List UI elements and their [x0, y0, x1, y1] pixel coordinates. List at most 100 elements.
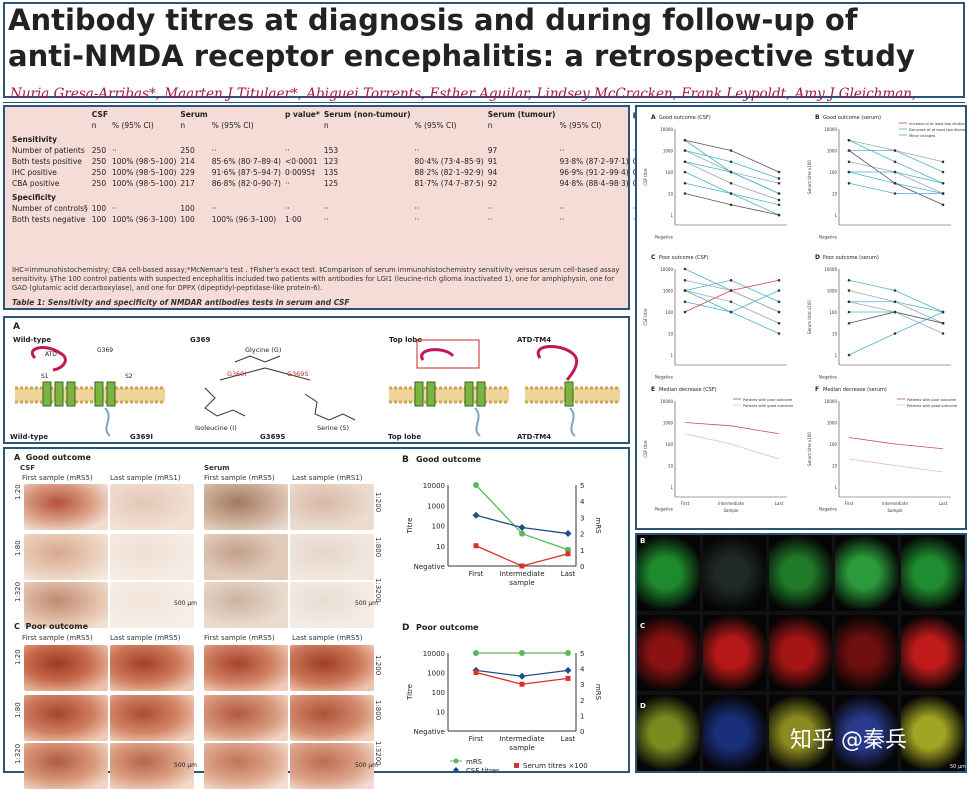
x-tick-label: First [469, 735, 484, 743]
data-point [564, 530, 572, 538]
chart-poor-outcome: D Poor outcome 10000 1000 100 10 Negative 0 1 2 3 4… [402, 623, 602, 771]
right-x-label: Sample [888, 508, 904, 513]
y2-tick-label: 1 [580, 547, 584, 555]
right-data-point [847, 160, 851, 164]
right-data-point [777, 198, 781, 202]
right-panel-title: Median decrease (CSF) [659, 387, 717, 393]
receptor-diagram: A Wild-type G369 Top lobe ATD-TM4 ATD G3… [13, 322, 620, 437]
row-label-poor-serum-2: 1:800 [374, 700, 382, 721]
row-label-csf-3: 1:320 [14, 581, 22, 602]
table-cell: 88·2% (82·1–92·9) [414, 168, 484, 177]
histology-image [204, 582, 288, 628]
y2-tick-label: 4 [580, 498, 585, 506]
right-series-line [684, 139, 780, 173]
right-y-label: Serum titre x100 [807, 432, 812, 466]
table-cell: CSF [91, 110, 108, 119]
title-line-1: Antibody titres at diagnosis and during … [8, 3, 858, 37]
data-point [565, 650, 571, 656]
right-data-point [777, 177, 781, 180]
y2-tick-label: 0 [580, 563, 584, 571]
table-cell: ·· [487, 204, 493, 213]
x-axis-label: sample [509, 744, 534, 752]
histo-good-csf-col2: Last sample (mRS1) [110, 474, 181, 482]
scale-bar-good-csf: 500 µm [174, 600, 198, 607]
right-data-point [777, 192, 781, 195]
label-s1: S1 [41, 373, 49, 380]
right-data-point [777, 332, 781, 335]
table-cell: 100 [180, 204, 195, 213]
table-section-row: Sensitivity [10, 132, 669, 146]
fluorescence-image [703, 695, 766, 771]
table-cell: 92 [487, 179, 498, 188]
right-data-point [729, 289, 733, 292]
table-cell: % (95% CI) [559, 121, 602, 130]
data-point [565, 546, 571, 553]
right-data-point [941, 192, 945, 195]
table-row: CBA positive 250 100% (98·5–100) 217 86·8% (… [10, 179, 669, 190]
table-cell: ·· [284, 179, 290, 188]
right-y-tick: Negative [819, 507, 837, 512]
right-panel-title: Median decrease (serum) [823, 387, 887, 393]
data-point [519, 650, 525, 656]
panel-a-label: A [13, 322, 20, 332]
table-cell [557, 110, 630, 121]
right-y-tick: 10 [832, 192, 838, 197]
scale-bar-poor-csf: 500 µm [174, 762, 198, 769]
histo-good-serum-col2: Last sample (mRS1) [292, 474, 363, 482]
fluor-scale-bar: 50 µm [950, 764, 967, 770]
chem-g369s: G369S [287, 370, 309, 378]
right-data-point [777, 310, 781, 314]
histology-image [290, 582, 374, 628]
table-cell: ·· [414, 204, 420, 213]
right-data-point [729, 170, 733, 174]
chem-g369i: G369I [227, 370, 246, 378]
right-series-line [684, 279, 780, 313]
chart-panel-letter: D [402, 623, 409, 633]
table-header-row: CSF Serum p value* Serum (non-tumour) Serum … [10, 110, 669, 121]
y-tick-label: 10000 [423, 650, 445, 658]
right-data-point [683, 160, 687, 164]
x-axis-label: sample [509, 579, 534, 587]
x-tick-label: First [469, 570, 484, 578]
table-cell: 93·8% (87·2–97·1) [559, 157, 629, 166]
chart-good-outcome: B Good outcome 10000 1000 100 10 Negative 0 1 2 3 4… [402, 455, 602, 587]
table-row: Number of controls§100··100·············… [10, 204, 669, 215]
row-label-poor-csf-1: 1:20 [14, 649, 22, 665]
right-x-label: Sample [724, 508, 740, 513]
right-legend-text: Patients with good outcome [743, 404, 794, 408]
right-data-point [729, 203, 733, 207]
page-title: Antibody titres at diagnosis and during … [8, 2, 958, 74]
histology-image [24, 645, 108, 691]
patient-titre-charts: A Good outcome (CSF) 10000 1000 100 10 1 Negati… [643, 114, 965, 513]
right-y-tick: 1 [670, 485, 673, 490]
right-data-point [847, 321, 851, 325]
histo-good-csf: CSF [20, 464, 36, 472]
receptor-top-lobe [414, 339, 486, 437]
right-series-line [848, 161, 944, 194]
right-x-tick: Intermediate [718, 501, 744, 506]
right-y-tick: 1000 [827, 421, 838, 426]
table-cell: 153 [323, 146, 339, 155]
right-panel-title: Good outcome (serum) [823, 115, 881, 121]
table-cell: n [323, 121, 329, 130]
data-point [518, 523, 526, 531]
right-data-point [893, 300, 897, 304]
right-legend-text: Patients with good outcome [907, 404, 958, 408]
histo-good-title: Good outcome [25, 453, 91, 462]
row-label-poor-csf-3: 1:320 [14, 743, 22, 764]
table-cell: 100% (96·3–100) [211, 215, 277, 224]
legend-mrs: mRS [466, 758, 483, 766]
right-series-line [849, 301, 944, 313]
right-legend-text: Decrease of at least two dilutions [909, 128, 965, 132]
right-data-point [847, 310, 851, 314]
fluorescence-image [703, 615, 766, 691]
right-y-tick: 1000 [663, 289, 674, 294]
y2-tick-label: 3 [580, 681, 584, 689]
fluorescence-image [901, 615, 964, 691]
y2-tick-label: 2 [580, 531, 584, 539]
y2-axis-label: mRS [594, 684, 602, 701]
histo-good-csf-col1: First sample (mRS5) [22, 474, 93, 482]
data-point [519, 530, 525, 537]
bottom-label-g369s: G369S [260, 433, 286, 441]
y-tick-label: Negative [414, 563, 445, 571]
